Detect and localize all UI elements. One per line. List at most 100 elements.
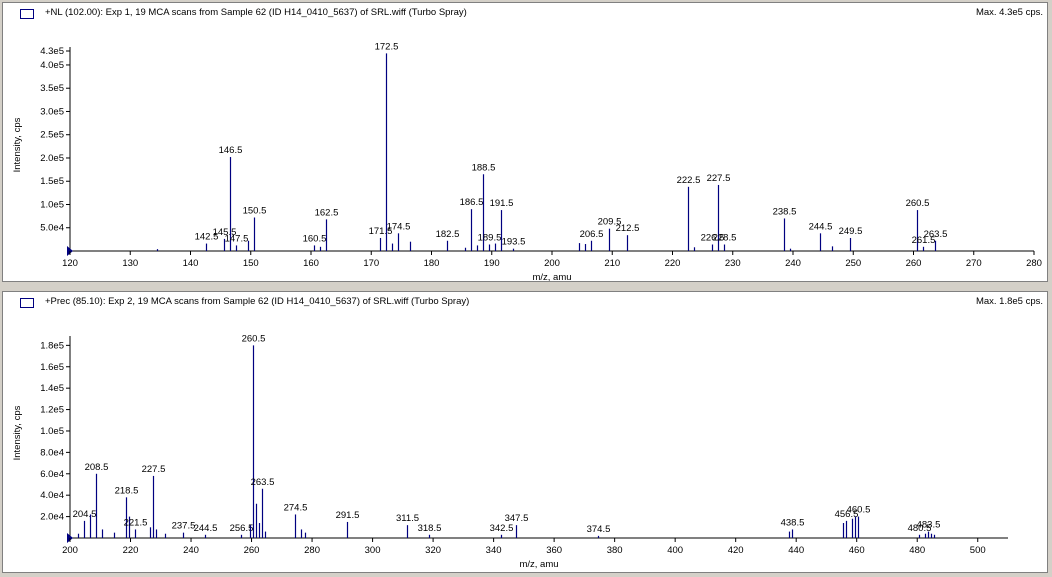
x-tick-label: 460 — [849, 545, 865, 556]
peak-label: 212.5 — [616, 223, 640, 234]
spectrum-chart-nl[interactable]: 120 130 140 150 160 170 180 190 200 210 220 230 240 2… — [3, 3, 1047, 281]
peak-label: 311.5 — [396, 513, 419, 524]
x-tick-label: 480 — [909, 545, 925, 556]
x-tick-label: 440 — [788, 545, 804, 556]
spectrum-panel-prec: +Prec (85.10): Exp 2, 19 MCA scans from … — [2, 291, 1048, 573]
x-axis-label: m/z, amu — [519, 559, 558, 570]
x-tick-label: 280 — [1026, 258, 1042, 269]
series-swatch[interactable] — [20, 9, 34, 19]
x-tick-label: 320 — [425, 545, 441, 556]
x-tick-label: 190 — [484, 258, 500, 269]
peak-label: 480.5 — [908, 523, 932, 534]
peak-label: 374.5 — [587, 524, 611, 535]
y-tick-label: 5.0e4 — [40, 223, 64, 234]
peak-label: 182.5 — [436, 229, 460, 240]
peak-label: 209.5 — [598, 217, 622, 228]
x-tick-label: 300 — [365, 545, 381, 556]
peak-label: 274.5 — [284, 502, 308, 513]
y-tick-label: 1.8e5 — [40, 340, 64, 351]
max-intensity-label: Max. 4.3e5 cps. — [975, 7, 1043, 18]
x-tick-label: 240 — [785, 258, 801, 269]
peak-label: 228.5 — [713, 232, 737, 243]
peak-label: 206.5 — [580, 229, 604, 240]
peak-label: 227.5 — [142, 464, 166, 475]
y-tick-label: 4.0e4 — [40, 490, 64, 501]
peak-label: 256.5 — [230, 523, 254, 534]
x-tick-label: 150 — [243, 258, 259, 269]
peak-label: 238.5 — [773, 206, 797, 217]
peak-label: 218.5 — [115, 485, 139, 496]
peak-label: 188.5 — [472, 162, 496, 173]
peak-label: 263.5 — [251, 477, 275, 488]
x-tick-label: 120 — [62, 258, 78, 269]
y-tick-label: 2.5e5 — [40, 130, 64, 141]
x-tick-label: 200 — [62, 545, 78, 556]
peak-label: 347.5 — [505, 513, 529, 524]
peak-label: 260.5 — [242, 333, 266, 344]
x-tick-label: 180 — [424, 258, 440, 269]
y-tick-label: 3.0e5 — [40, 106, 64, 117]
peak-label: 142.5 — [195, 232, 219, 243]
peak-label: 146.5 — [219, 145, 243, 156]
peak-label: 483.5 — [917, 520, 941, 531]
y-tick-label: 4.0e5 — [40, 60, 64, 71]
x-tick-label: 340 — [486, 545, 502, 556]
x-tick-label: 210 — [604, 258, 620, 269]
x-tick-label: 250 — [845, 258, 861, 269]
peak-label: 318.5 — [418, 523, 442, 534]
x-tick-label: 200 — [544, 258, 560, 269]
x-tick-label: 260 — [244, 545, 260, 556]
y-axis-label: Intensity, cps — [12, 405, 23, 460]
y-tick-label: 3.5e5 — [40, 83, 64, 94]
peak-label: 244.5 — [809, 221, 833, 232]
spectrum-panel-nl: +NL (102.00): Exp 1, 19 MCA scans from S… — [2, 2, 1048, 282]
peak-label: 263.5 — [924, 229, 948, 240]
peak-label: 244.5 — [194, 523, 218, 534]
peak-label: 260.5 — [906, 198, 930, 209]
y-tick-label: 1.4e5 — [40, 383, 64, 394]
peak-label: 226.5 — [701, 232, 725, 243]
peak-label: 237.5 — [172, 521, 196, 532]
peak-label: 189.5 — [478, 232, 502, 243]
x-tick-label: 240 — [183, 545, 199, 556]
peak-label: 162.5 — [315, 207, 339, 218]
y-tick-label: 6.0e4 — [40, 469, 64, 480]
spectrum-chart-prec[interactable]: 200 220 240 260 280 300 320 340 360 380 400 420 440 4… — [3, 292, 1047, 572]
peak-label: 147.5 — [225, 233, 249, 244]
x-tick-label: 500 — [970, 545, 986, 556]
panel-header: +Prec (85.10): Exp 2, 19 MCA scans from … — [45, 296, 470, 307]
peak-label: 249.5 — [839, 226, 863, 237]
x-tick-label: 230 — [725, 258, 741, 269]
x-tick-label: 280 — [304, 545, 320, 556]
x-tick-label: 140 — [183, 258, 199, 269]
peak-label: 456.5 — [835, 509, 859, 520]
max-intensity-label: Max. 1.8e5 cps. — [975, 296, 1043, 307]
peak-label: 172.5 — [375, 41, 399, 52]
y-tick-label: 1.6e5 — [40, 362, 64, 373]
peak-label: 145.5 — [213, 227, 237, 238]
y-tick-label: 8.0e4 — [40, 447, 64, 458]
x-tick-label: 160 — [303, 258, 319, 269]
panel-header: +NL (102.00): Exp 1, 19 MCA scans from S… — [45, 7, 467, 18]
peak-label: 460.5 — [847, 505, 871, 516]
peak-label: 186.5 — [460, 197, 484, 208]
peak-label: 438.5 — [781, 517, 805, 528]
x-tick-label: 360 — [546, 545, 562, 556]
y-tick-label: 1.2e5 — [40, 405, 64, 416]
y-tick-label: 1.5e5 — [40, 176, 64, 187]
peak-label: 208.5 — [85, 462, 109, 473]
peak-label: 193.5 — [502, 237, 526, 248]
series-swatch[interactable] — [20, 298, 34, 308]
y-tick-label: 2.0e4 — [40, 512, 64, 523]
x-tick-label: 400 — [667, 545, 683, 556]
peak-label: 222.5 — [677, 175, 701, 186]
x-tick-label: 420 — [728, 545, 744, 556]
y-tick-label: 1.0e5 — [40, 199, 64, 210]
x-tick-label: 170 — [363, 258, 379, 269]
peak-label: 204.5 — [73, 509, 97, 520]
peak-label: 221.5 — [124, 517, 148, 528]
x-tick-label: 130 — [122, 258, 138, 269]
x-tick-label: 270 — [966, 258, 982, 269]
peak-label: 291.5 — [336, 510, 360, 521]
y-tick-label: 4.3e5 — [40, 46, 64, 57]
